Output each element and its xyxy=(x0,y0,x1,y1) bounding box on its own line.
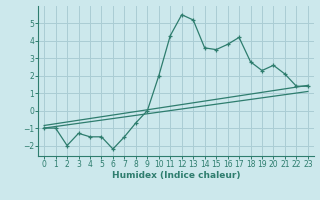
X-axis label: Humidex (Indice chaleur): Humidex (Indice chaleur) xyxy=(112,171,240,180)
